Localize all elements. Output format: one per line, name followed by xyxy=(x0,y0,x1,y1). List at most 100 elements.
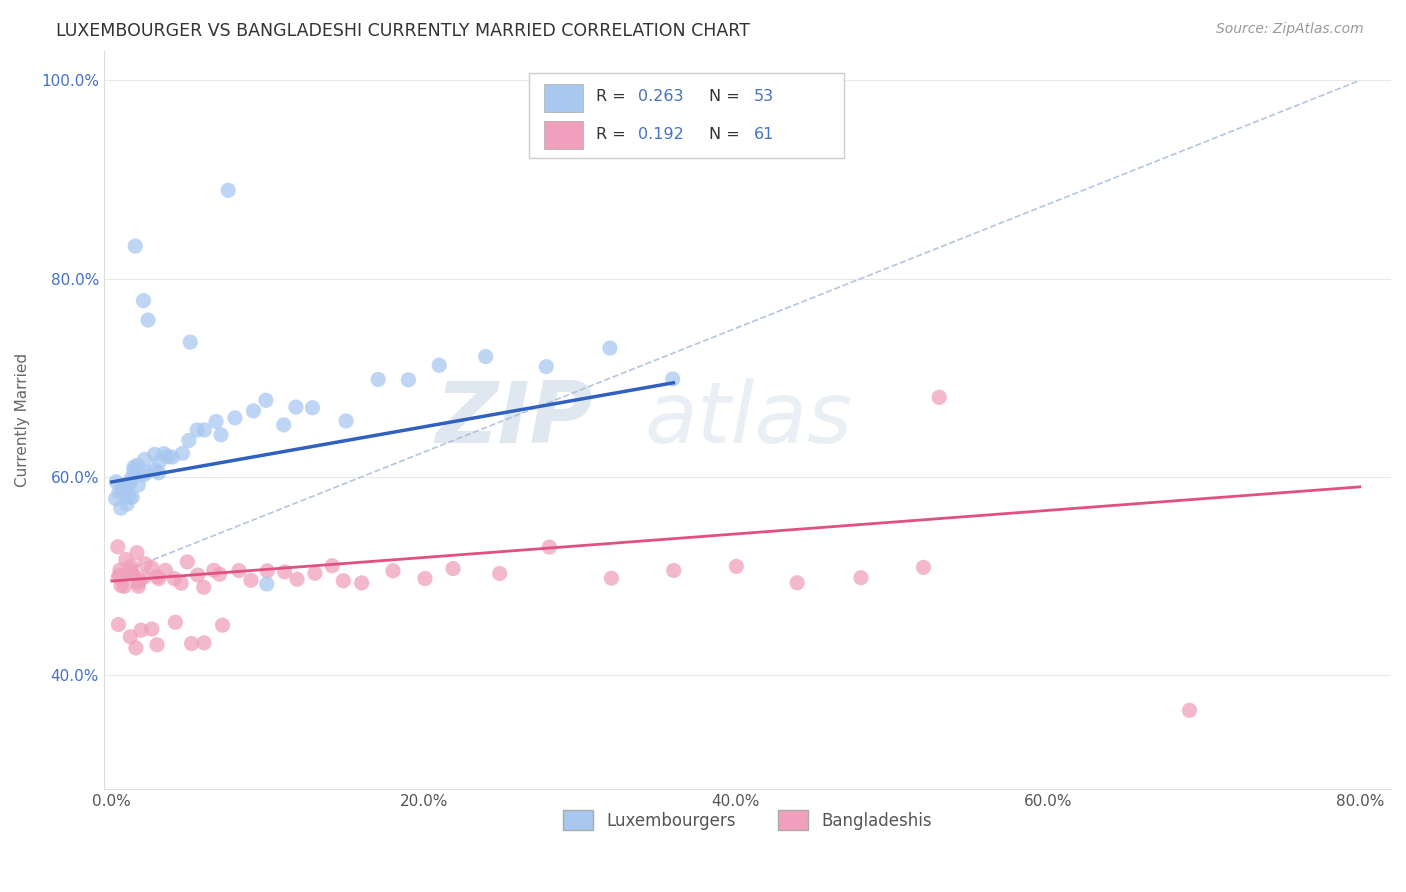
Point xyxy=(141,560,163,574)
Point xyxy=(285,572,308,586)
Point xyxy=(186,423,208,437)
Point xyxy=(112,579,135,593)
Point xyxy=(224,410,246,425)
Point xyxy=(121,566,143,580)
Point xyxy=(122,463,145,477)
Point xyxy=(128,574,150,588)
Text: 0.263: 0.263 xyxy=(638,89,683,104)
Point xyxy=(155,563,177,577)
Point xyxy=(211,618,233,632)
Point xyxy=(107,570,129,584)
Text: atlas: atlas xyxy=(644,378,852,461)
Point xyxy=(157,450,180,464)
Text: ZIP: ZIP xyxy=(436,378,593,461)
Point xyxy=(121,566,143,581)
Point xyxy=(108,568,131,582)
Point xyxy=(239,574,262,588)
Point xyxy=(122,460,145,475)
Point xyxy=(162,450,184,464)
Point xyxy=(242,404,264,418)
Point xyxy=(488,566,510,581)
Point xyxy=(176,555,198,569)
Point xyxy=(125,546,148,560)
Bar xyxy=(544,84,582,112)
Point xyxy=(115,485,138,500)
Point xyxy=(1178,703,1201,717)
Point xyxy=(209,427,232,442)
Point xyxy=(202,563,225,577)
Point xyxy=(367,372,389,386)
Point xyxy=(115,481,138,495)
Text: Source: ZipAtlas.com: Source: ZipAtlas.com xyxy=(1216,22,1364,37)
Point xyxy=(350,575,373,590)
Point xyxy=(849,571,872,585)
Point xyxy=(928,390,950,404)
Text: 61: 61 xyxy=(754,128,775,143)
Point xyxy=(193,636,215,650)
Point xyxy=(115,497,138,511)
Point xyxy=(180,636,202,650)
Point xyxy=(120,559,142,574)
Point xyxy=(132,570,155,584)
Point xyxy=(148,455,170,469)
Point xyxy=(127,478,149,492)
Point xyxy=(725,559,748,574)
Point xyxy=(301,401,323,415)
Point xyxy=(474,350,496,364)
Point xyxy=(105,475,128,489)
Point xyxy=(118,475,141,490)
Point xyxy=(187,568,209,582)
Point xyxy=(304,566,326,581)
Point xyxy=(165,615,187,630)
Point xyxy=(108,563,131,577)
Point xyxy=(254,393,277,408)
Point xyxy=(120,563,142,577)
Point xyxy=(111,483,134,498)
Point xyxy=(143,463,166,477)
Bar xyxy=(544,120,582,149)
Point xyxy=(134,557,156,571)
Point xyxy=(104,491,127,506)
Text: 53: 53 xyxy=(754,89,775,104)
Point xyxy=(110,501,132,516)
Point xyxy=(321,558,343,573)
Point xyxy=(427,358,450,372)
Point xyxy=(107,617,129,632)
Point xyxy=(111,479,134,493)
Point xyxy=(121,490,143,504)
Text: N =: N = xyxy=(709,89,740,104)
Point xyxy=(120,630,142,644)
Point xyxy=(256,564,278,578)
Point xyxy=(332,574,354,588)
Point xyxy=(136,313,159,327)
Point xyxy=(148,466,170,480)
Point xyxy=(193,580,215,594)
Point xyxy=(108,485,131,500)
Point xyxy=(398,373,420,387)
Point xyxy=(284,400,307,414)
Point xyxy=(143,447,166,461)
Point xyxy=(536,359,558,374)
Point xyxy=(599,341,621,355)
Point xyxy=(335,414,357,428)
Point xyxy=(129,624,152,638)
Point xyxy=(786,575,808,590)
Point xyxy=(273,417,295,432)
Point xyxy=(661,372,683,386)
Text: N =: N = xyxy=(709,128,740,143)
Point xyxy=(273,565,295,579)
Point xyxy=(600,571,623,585)
Legend: Luxembourgers, Bangladeshis: Luxembourgers, Bangladeshis xyxy=(557,804,938,837)
Text: R =: R = xyxy=(596,128,626,143)
Point xyxy=(132,293,155,308)
Y-axis label: Currently Married: Currently Married xyxy=(15,353,30,487)
Point xyxy=(136,465,159,479)
Point xyxy=(110,578,132,592)
Point xyxy=(163,572,186,586)
Point xyxy=(413,572,436,586)
Point xyxy=(153,447,176,461)
Point xyxy=(208,567,231,582)
Point xyxy=(177,434,200,448)
Text: 0.192: 0.192 xyxy=(638,128,683,143)
Point xyxy=(115,552,138,566)
